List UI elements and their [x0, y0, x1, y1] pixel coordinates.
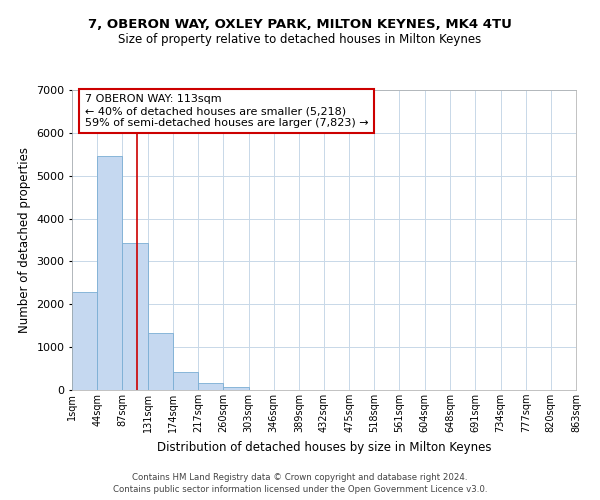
Bar [173, 372, 198, 390]
Bar [72, 292, 97, 390]
Bar [223, 386, 248, 390]
Bar [148, 332, 173, 390]
X-axis label: Distribution of detached houses by size in Milton Keynes: Distribution of detached houses by size … [157, 440, 491, 454]
Text: 7 OBERON WAY: 113sqm
← 40% of detached houses are smaller (5,218)
59% of semi-de: 7 OBERON WAY: 113sqm ← 40% of detached h… [85, 94, 368, 128]
Text: Size of property relative to detached houses in Milton Keynes: Size of property relative to detached ho… [118, 32, 482, 46]
Text: 7, OBERON WAY, OXLEY PARK, MILTON KEYNES, MK4 4TU: 7, OBERON WAY, OXLEY PARK, MILTON KEYNES… [88, 18, 512, 30]
Bar [198, 382, 223, 390]
Bar [122, 244, 148, 390]
Bar [97, 156, 122, 390]
Y-axis label: Number of detached properties: Number of detached properties [17, 147, 31, 333]
Text: Contains HM Land Registry data © Crown copyright and database right 2024.: Contains HM Land Registry data © Crown c… [132, 472, 468, 482]
Text: Contains public sector information licensed under the Open Government Licence v3: Contains public sector information licen… [113, 485, 487, 494]
